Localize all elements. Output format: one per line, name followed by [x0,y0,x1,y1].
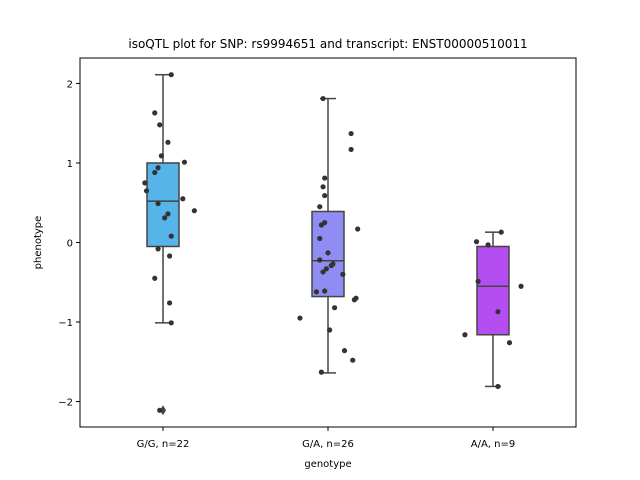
data-point [162,215,168,221]
data-point [168,320,174,326]
data-point [323,266,329,272]
data-point [495,383,501,390]
data-point [317,235,323,242]
data-point [327,327,333,333]
data-point [322,192,328,199]
data-point [155,246,161,252]
data-point [320,184,326,190]
box-iqr [146,162,180,248]
data-point [328,262,334,269]
data-point [317,257,323,263]
data-point [297,315,303,321]
data-point [462,332,468,338]
data-point [322,288,328,294]
data-point [155,200,161,207]
data-point [325,250,331,256]
data-point [143,188,150,194]
x-tick-label: G/G, n=22 [137,439,190,450]
data-point [351,297,357,303]
y-tick-label: −2 [58,398,73,409]
data-point [318,222,324,228]
data-point [350,357,356,363]
data-point [152,110,158,116]
data-point [341,348,348,354]
outlier-marker [160,405,166,416]
plot-layer [142,72,524,416]
data-point [348,130,354,137]
data-point [152,275,158,281]
data-point [165,211,171,217]
data-point [495,309,501,315]
data-point [191,208,197,214]
data-point [158,153,164,159]
data-point [320,269,326,275]
data-point [142,180,148,186]
data-point [318,369,324,375]
data-point [152,169,158,176]
data-point [165,139,171,145]
data-point [485,242,491,248]
y-tick-label: 2 [67,79,73,90]
data-point [322,175,328,181]
data-point [348,146,354,153]
data-point [317,204,323,210]
data-point [168,233,174,239]
y-axis-label: phenotype [33,216,44,270]
box-iqr [476,245,510,336]
data-point [498,229,504,235]
data-point [155,165,161,171]
data-point [506,340,513,346]
x-tick-label: A/A, n=9 [471,439,516,450]
axis-layer: −2 −1 0 1 2 G/G, n=22 G/A, n=26 A/A, n=9 [58,79,515,450]
data-point [313,289,320,295]
x-axis-label: genotype [304,459,351,470]
data-point [181,159,188,165]
box-group [146,73,180,416]
data-point [475,278,481,285]
data-point [168,72,174,78]
data-point [320,95,326,102]
data-point [167,300,173,306]
data-point [167,253,173,259]
data-point [340,271,346,277]
chart-title: isoQTL plot for SNP: rs9994651 and trans… [128,37,527,51]
y-tick-label: 1 [67,159,73,170]
data-point [355,226,361,232]
data-point [332,305,338,311]
y-tick-label: 0 [67,239,73,250]
data-point [157,407,163,413]
data-point [473,239,480,245]
data-point [157,122,163,128]
box-group [476,231,510,388]
x-tick-label: G/A, n=26 [302,439,354,450]
y-tick-label: −1 [58,318,73,329]
data-point [518,283,524,289]
data-point [180,196,186,202]
